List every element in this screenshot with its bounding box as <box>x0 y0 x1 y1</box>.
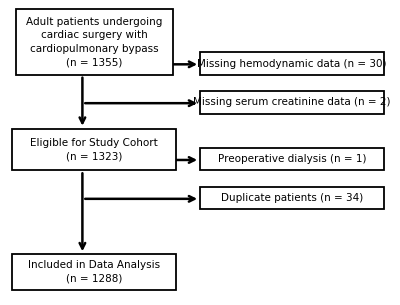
FancyBboxPatch shape <box>200 91 384 114</box>
FancyBboxPatch shape <box>16 9 172 75</box>
Text: Adult patients undergoing
cardiac surgery with
cardiopulmonary bypass
(n = 1355): Adult patients undergoing cardiac surger… <box>26 16 162 67</box>
FancyBboxPatch shape <box>12 129 176 170</box>
FancyBboxPatch shape <box>12 254 176 290</box>
Text: Missing serum creatinine data (n = 2): Missing serum creatinine data (n = 2) <box>193 97 391 107</box>
FancyBboxPatch shape <box>200 187 384 209</box>
Text: Preoperative dialysis (n = 1): Preoperative dialysis (n = 1) <box>218 154 366 164</box>
Text: Duplicate patients (n = 34): Duplicate patients (n = 34) <box>221 193 363 203</box>
Text: Included in Data Analysis
(n = 1288): Included in Data Analysis (n = 1288) <box>28 260 160 284</box>
Text: Missing hemodynamic data (n = 30): Missing hemodynamic data (n = 30) <box>197 59 387 69</box>
FancyBboxPatch shape <box>200 148 384 170</box>
Text: Eligible for Study Cohort
(n = 1323): Eligible for Study Cohort (n = 1323) <box>30 138 158 161</box>
FancyBboxPatch shape <box>200 52 384 75</box>
